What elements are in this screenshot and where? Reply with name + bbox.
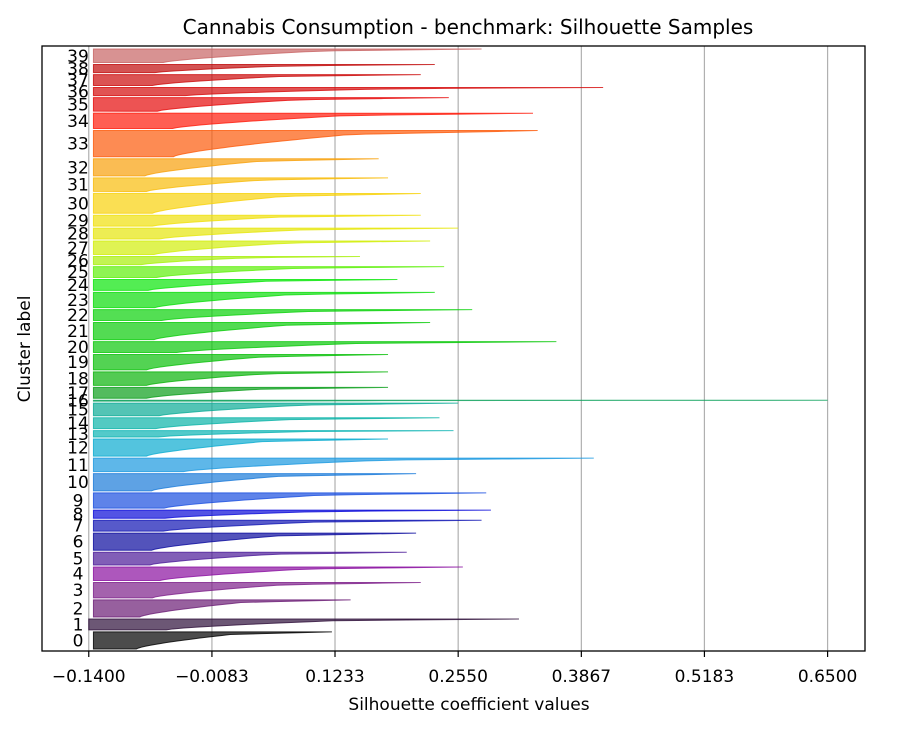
silhouette-bar-cluster-5 — [92, 551, 407, 566]
cluster-label-16: 16 — [67, 392, 89, 412]
silhouette-bars — [88, 48, 828, 650]
x-tick-label-2: 0.1233 — [305, 667, 364, 687]
cluster-label-18: 18 — [67, 370, 89, 390]
silhouette-bar-cluster-26 — [92, 256, 360, 266]
silhouette-bar-cluster-8 — [92, 509, 491, 519]
silhouette-bar-cluster-11 — [92, 457, 594, 473]
cluster-label-14: 14 — [67, 414, 89, 434]
silhouette-bar-cluster-34 — [92, 112, 533, 130]
cluster-label-38: 38 — [67, 60, 89, 80]
plot-frame — [41, 45, 866, 652]
cluster-label-26: 26 — [67, 252, 89, 272]
silhouette-bar-cluster-30 — [92, 192, 421, 214]
silhouette-bar-cluster-36 — [92, 87, 604, 97]
cluster-label-7: 7 — [73, 517, 84, 537]
cluster-label-39: 39 — [67, 47, 89, 67]
silhouette-bar-cluster-18 — [92, 371, 389, 386]
silhouette-bar-cluster-4 — [92, 566, 463, 581]
silhouette-bar-cluster-15 — [92, 402, 459, 417]
silhouette-bar-cluster-28 — [92, 227, 459, 240]
x-tick-label-6: 0.6500 — [798, 667, 857, 687]
silhouette-bar-cluster-7 — [92, 519, 482, 532]
cluster-label-31: 31 — [67, 176, 89, 196]
cluster-label-25: 25 — [67, 263, 89, 283]
silhouette-bar-cluster-29 — [92, 214, 421, 227]
cluster-label-22: 22 — [67, 306, 89, 326]
cluster-label-20: 20 — [67, 338, 89, 358]
silhouette-bar-cluster-19 — [92, 354, 389, 371]
x-tick-label-5: 0.5183 — [675, 667, 734, 687]
silhouette-bar-cluster-6 — [92, 532, 417, 551]
silhouette-bar-cluster-23 — [92, 291, 435, 309]
silhouette-bar-cluster-33 — [92, 130, 538, 158]
x-axis-label: Silhouette coefficient values — [348, 695, 589, 715]
silhouette-bar-cluster-13 — [92, 430, 454, 438]
silhouette-bar-cluster-0 — [92, 631, 332, 650]
silhouette-bar-cluster-37 — [92, 74, 421, 87]
chart-title: Cannabis Consumption - benchmark: Silhou… — [183, 15, 754, 39]
silhouette-bar-cluster-31 — [92, 177, 389, 192]
silhouette-bar-cluster-35 — [92, 97, 449, 112]
cluster-label-1: 1 — [73, 615, 84, 635]
cluster-label-6: 6 — [73, 533, 84, 553]
cluster-label-0: 0 — [73, 631, 84, 651]
cluster-label-29: 29 — [67, 212, 89, 232]
silhouette-bar-cluster-39 — [92, 48, 482, 64]
silhouette-bar-cluster-9 — [92, 492, 487, 509]
silhouette-bar-cluster-38 — [92, 64, 435, 74]
cluster-label-33: 33 — [67, 135, 89, 155]
x-tick-label-4: 0.3867 — [552, 667, 611, 687]
silhouette-bar-cluster-12 — [92, 438, 389, 457]
cluster-label-37: 37 — [67, 71, 89, 91]
cluster-label-28: 28 — [67, 225, 89, 245]
cluster-label-19: 19 — [67, 353, 89, 373]
cluster-label-21: 21 — [67, 322, 89, 342]
silhouette-bar-cluster-2 — [92, 599, 351, 618]
silhouette-bar-cluster-20 — [92, 341, 557, 354]
cluster-label-4: 4 — [73, 565, 84, 585]
x-tick-label-1: −0.0083 — [175, 667, 249, 687]
x-tick-label-0: −0.1400 — [52, 667, 126, 687]
silhouette-bar-cluster-22 — [92, 309, 473, 322]
cluster-label-36: 36 — [67, 83, 89, 103]
cluster-label-11: 11 — [67, 456, 89, 476]
silhouette-bar-cluster-16 — [92, 399, 828, 402]
cluster-label-10: 10 — [67, 473, 89, 493]
cluster-label-24: 24 — [67, 276, 89, 296]
cluster-label-15: 15 — [67, 400, 89, 420]
cluster-labels: 0123456789101112131415161718192021222324… — [67, 47, 89, 652]
cluster-label-34: 34 — [67, 112, 89, 132]
cluster-label-30: 30 — [67, 194, 89, 214]
cluster-label-23: 23 — [67, 291, 89, 311]
silhouette-bar-cluster-25 — [92, 266, 445, 278]
cluster-label-32: 32 — [67, 158, 89, 178]
silhouette-bar-cluster-3 — [92, 581, 421, 599]
silhouette-bar-cluster-24 — [92, 278, 398, 291]
cluster-label-27: 27 — [67, 239, 89, 259]
cluster-label-9: 9 — [73, 492, 84, 512]
y-axis-label: Cluster label — [15, 296, 35, 403]
cluster-label-2: 2 — [73, 599, 84, 619]
cluster-label-5: 5 — [73, 550, 84, 570]
silhouette-bar-cluster-1 — [88, 618, 519, 631]
silhouette-bar-cluster-21 — [92, 322, 431, 341]
cluster-label-3: 3 — [73, 581, 84, 601]
cluster-label-12: 12 — [67, 439, 89, 459]
x-tick-label-3: 0.2550 — [428, 667, 487, 687]
silhouette-bar-cluster-10 — [92, 473, 417, 492]
cluster-label-13: 13 — [67, 425, 89, 445]
silhouette-bar-cluster-32 — [92, 158, 379, 177]
silhouette-bar-cluster-17 — [92, 386, 389, 399]
x-ticks: −0.1400 −0.0083 0.1233 0.2550 0.3867 0.5183 0.… — [52, 651, 857, 687]
cluster-label-8: 8 — [73, 505, 84, 525]
silhouette-bar-cluster-14 — [92, 417, 440, 430]
silhouette-bar-cluster-27 — [92, 240, 431, 256]
cluster-label-35: 35 — [67, 95, 89, 115]
cluster-label-17: 17 — [67, 384, 89, 404]
